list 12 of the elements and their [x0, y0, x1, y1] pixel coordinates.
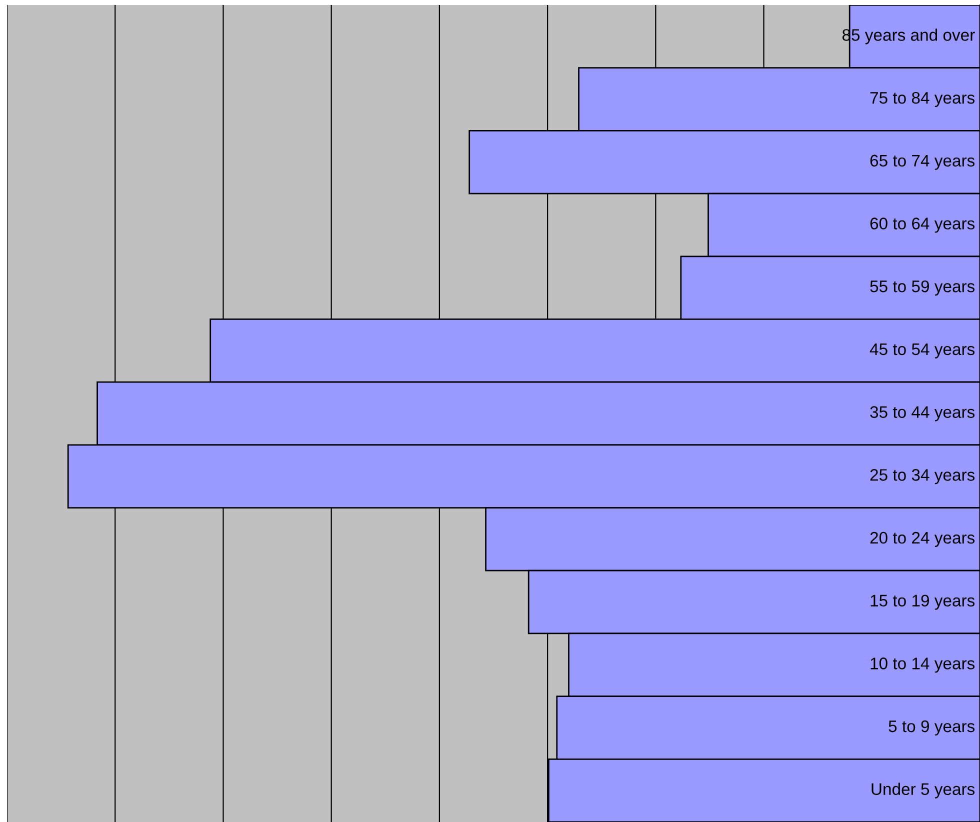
y-tick-label: Under 5 years	[872, 782, 975, 798]
y-tick-label: 5 to 9 years	[888, 720, 975, 736]
y-tick-label: 75 to 84 years	[870, 92, 975, 108]
y-tick-label: 60 to 64 years	[870, 218, 975, 233]
y-tick-label: 35 to 44 years	[870, 406, 975, 422]
y-tick-label: 55 to 59 years	[870, 280, 975, 296]
y-tick-label: 15 to 19 years	[870, 594, 975, 610]
y-tick-label: 10 to 14 years	[870, 658, 975, 673]
y-tick-label: 45 to 54 years	[870, 344, 975, 358]
y-tick-label: 25 to 34 years	[870, 469, 975, 484]
y-tick-label: 20 to 24 years	[870, 532, 975, 547]
y-tick-label: 65 to 74 years	[870, 154, 975, 170]
